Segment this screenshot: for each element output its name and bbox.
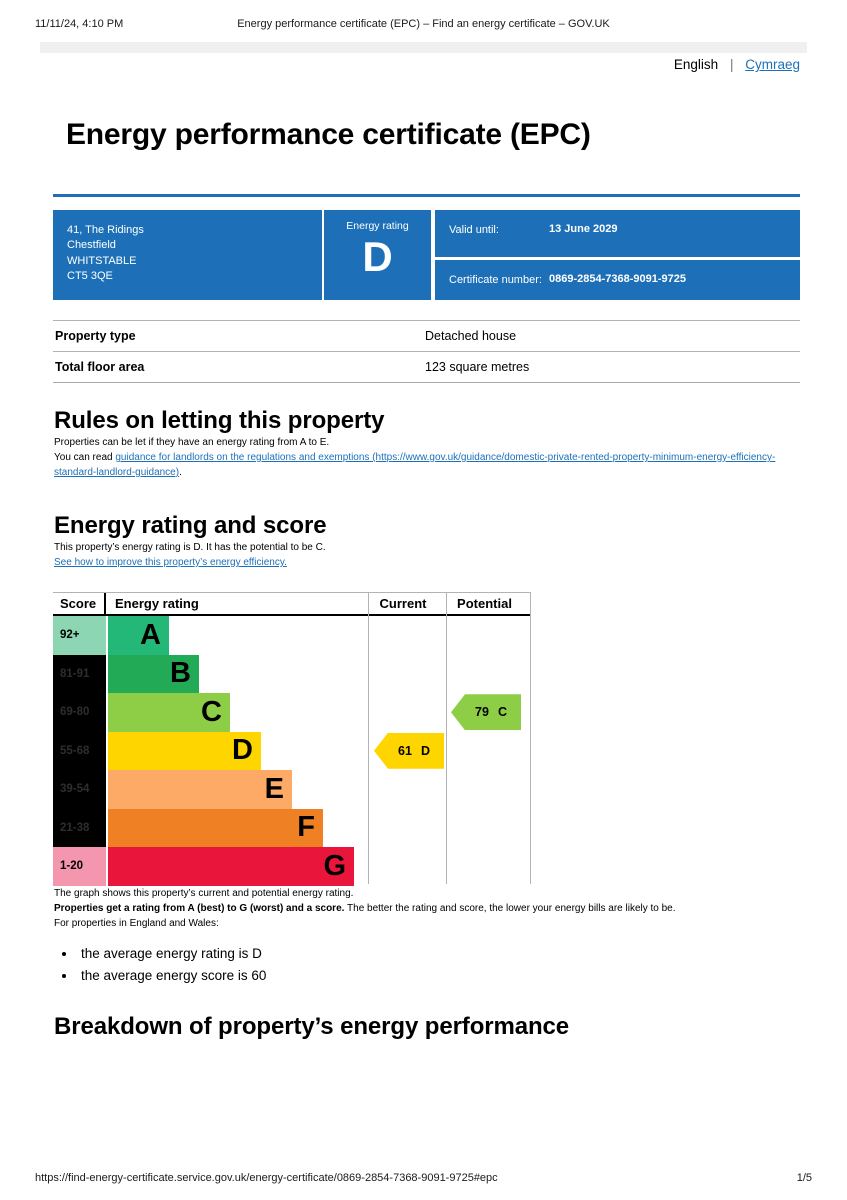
energy-rating-label: Energy rating: [346, 220, 409, 232]
floor-area-label: Total floor area: [55, 360, 145, 374]
epc-chart: Score Energy rating Current Potential 92…: [53, 592, 531, 886]
band-row-g: 1-20 G: [53, 847, 531, 886]
band-bar-a: A: [108, 616, 169, 655]
current-column-header: Current: [379, 596, 427, 611]
breakdown-heading: Breakdown of property’s energy performan…: [54, 1013, 570, 1041]
property-address: 41, The Ridings Chestfield WHITSTABLE CT…: [53, 210, 322, 300]
language-current: English: [673, 57, 719, 72]
address-line: CT5 3QE: [67, 270, 113, 283]
band-bar-g: G: [108, 847, 354, 886]
band-score-label: 69-80: [53, 693, 108, 732]
floor-area-value: 123 square metres: [425, 360, 530, 374]
print-footer: https://find-energy-certificate.service.…: [35, 1172, 812, 1184]
band-score-label: 39-54: [53, 770, 108, 809]
certificate-number-row: Certificate number: 0869-2854-7368-9091-…: [435, 260, 800, 300]
certificate-number-label: Certificate number:: [449, 274, 542, 286]
page-title: Energy performance certificate (EPC): [66, 118, 591, 151]
band-row-d: 55-68 D: [53, 731, 531, 770]
current-rating-arrow-band: D: [420, 743, 430, 758]
band-score-label: 81-91: [53, 654, 108, 693]
summary-divider: [431, 210, 435, 300]
band-row-a: 92+ A: [53, 616, 531, 655]
title-rule: [53, 194, 800, 197]
band-row-b: 81-91 B: [53, 654, 531, 693]
band-row-c: 69-80 C: [53, 693, 531, 732]
graph-note: Properties get a rating from A (best) to…: [54, 901, 800, 916]
current-rating-arrow-score: 61: [398, 743, 412, 758]
list-item: the average energy rating is D: [77, 943, 800, 965]
graph-note: For properties in England and Wales:: [54, 917, 219, 929]
table-row: Property type Detached house: [53, 320, 800, 351]
landlord-guidance-link[interactable]: guidance for landlords on the regulation…: [54, 452, 776, 478]
rating-heading: Energy rating and score: [54, 512, 327, 539]
rules-para1: Properties can be let if they have an en…: [54, 437, 330, 448]
band-row-e: 39-54 E: [53, 770, 531, 809]
potential-rating-arrow-band: C: [497, 705, 507, 720]
improve-efficiency-link[interactable]: See how to improve this property’s energ…: [54, 557, 287, 568]
graph-note-rest: The better the rating and score, the low…: [344, 902, 676, 914]
rating-para: This property’s energy rating is D. It h…: [54, 542, 326, 553]
graph-note-bold: Properties get a rating from A (best) to…: [54, 902, 345, 914]
language-switcher: English | Cymraeg: [674, 57, 800, 72]
summary-divider: [435, 257, 800, 260]
print-header: 11/11/24, 4:10 PM Energy performance cer…: [0, 18, 847, 30]
rating-column-header: Energy rating: [115, 596, 199, 611]
property-facts-table: Property type Detached house Total floor…: [53, 320, 800, 383]
graph-note: The graph shows this property’s current …: [54, 887, 354, 899]
language-link-cymraeg[interactable]: Cymraeg: [745, 57, 800, 72]
average-list: the average energy rating is D the avera…: [77, 943, 800, 988]
band-score-label: 55-68: [53, 731, 108, 770]
valid-until-label: Valid until:: [449, 224, 499, 236]
certificate-number-value: 0869-2854-7368-9091-9725: [549, 273, 687, 285]
address-line: Chestfield: [67, 239, 116, 252]
summary-details: Valid until: 13 June 2029 Certificate nu…: [435, 210, 800, 300]
page-top-bar: [40, 42, 807, 53]
list-item: the average energy score is 60: [77, 965, 800, 987]
print-datetime: 11/11/24, 4:10 PM: [35, 18, 124, 30]
score-column-header: Score: [53, 593, 106, 614]
potential-column-header: Potential: [457, 596, 512, 611]
energy-rating-cell: Energy rating D: [324, 210, 431, 300]
print-footer-url: https://find-energy-certificate.service.…: [35, 1172, 498, 1184]
current-rating-arrow: 61 D: [374, 732, 444, 769]
address-line: 41, The Ridings: [67, 224, 144, 236]
certificate-summary-banner: 41, The Ridings Chestfield WHITSTABLE CT…: [53, 210, 800, 300]
rules-para2-prefix: You can read: [54, 452, 116, 463]
valid-until-value: 13 June 2029: [549, 223, 618, 235]
potential-rating-arrow: 79 C: [451, 694, 521, 731]
band-bar-d: D: [108, 731, 261, 770]
band-bar-c: C: [108, 693, 230, 732]
rules-heading: Rules on letting this property: [54, 407, 385, 434]
current-column-line: [368, 593, 369, 884]
valid-until-row: Valid until: 13 June 2029: [435, 210, 800, 257]
band-score-label: 21-38: [53, 808, 108, 847]
band-score-label: 1-20: [53, 847, 108, 886]
band-bar-f: F: [108, 808, 323, 847]
chart-right-border: [530, 593, 531, 884]
potential-rating-arrow-score: 79: [475, 705, 489, 720]
epc-chart-header: Score Energy rating Current Potential: [53, 593, 531, 616]
rules-para2-suffix: .: [179, 467, 182, 478]
band-bar-e: E: [108, 770, 292, 809]
print-doc-title: Energy performance certificate (EPC) – F…: [237, 18, 610, 30]
rules-para2: You can read guidance for landlords on t…: [54, 450, 784, 480]
print-page-number: 1/5: [796, 1172, 812, 1184]
band-bar-b: B: [108, 654, 199, 693]
language-separator: |: [729, 57, 734, 72]
epc-chart-bands: 92+ A 81-91 B 69-80 C 55-68 D 39-54 E 21-38 F 1-20 G: [53, 616, 531, 886]
energy-rating-value: D: [362, 233, 393, 280]
main-content: Energy performance certificate (EPC) 41,…: [53, 100, 800, 1041]
table-row: Total floor area 123 square metres: [53, 351, 800, 383]
property-type-label: Property type: [55, 329, 136, 343]
band-score-label: 92+: [53, 616, 108, 655]
summary-divider: [322, 210, 324, 300]
potential-column-line: [446, 593, 447, 884]
improve-para: See how to improve this property’s energ…: [54, 555, 800, 570]
property-type-value: Detached house: [425, 329, 517, 343]
band-row-f: 21-38 F: [53, 808, 531, 847]
address-line: WHITSTABLE: [67, 254, 137, 267]
